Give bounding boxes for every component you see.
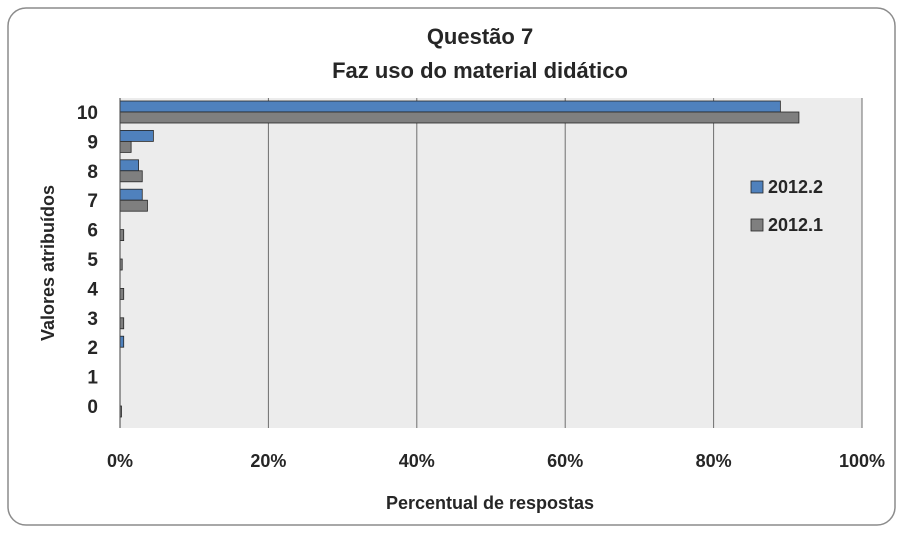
x-axis-label: Percentual de respostas [386,493,594,513]
legend-label-2012-2: 2012.2 [768,177,823,197]
legend-swatch-2012-2 [750,180,764,194]
y-tick-label-0: 0 [87,397,98,418]
x-tick-label-80: 80% [696,451,732,471]
y-tick-label-7: 7 [87,191,98,212]
bar-2012-1-cat-7 [119,199,148,212]
y-tick-label-6: 6 [87,221,98,242]
y-tick-labels: 0 1 2 3 4 5 6 7 8 9 10 [77,103,99,418]
x-tick-label-20: 20% [250,451,286,471]
y-tick-label-1: 1 [87,368,98,389]
x-tick-label-60: 60% [547,451,583,471]
bar-2012-1-cat-8 [119,170,143,183]
y-tick-label-5: 5 [87,250,98,271]
chart-title: Questão 7 [427,24,533,49]
plot-area [120,98,862,428]
y-tick-label-9: 9 [87,132,98,153]
chart-subtitle: Faz uso do material didático [332,58,628,83]
y-tick-label-4: 4 [87,279,98,300]
bar-2012-1-cat-9 [119,140,132,153]
bar-2012-1-cat-6 [119,229,125,242]
bar-2012-2-cat-2 [119,335,125,348]
legend-swatch-2012-1 [750,218,764,232]
y-tick-label-10: 10 [77,103,98,124]
x-tick-labels: 0% 20% 40% 60% 80% 100% [107,451,885,471]
bar-2012-1-cat-3 [119,317,125,330]
x-tick-label-100: 100% [839,451,885,471]
bar-2012-2-cat-8 [119,159,139,172]
legend-label-2012-1: 2012.1 [768,215,823,235]
x-tick-label-0: 0% [107,451,133,471]
y-axis-label: Valores atribuídos [38,185,58,341]
legend: 2012.2 2012.1 [750,177,823,235]
y-tick-label-3: 3 [87,309,98,330]
bar-2012-2-cat-9 [119,129,154,142]
bar-2012-2-cat-7 [119,188,143,201]
gridlines [267,98,863,428]
y-tick-label-8: 8 [87,162,98,183]
y-tick-label-2: 2 [87,338,98,359]
x-tick-label-40: 40% [399,451,435,471]
bar-2012-1-cat-4 [119,287,125,300]
bar-2012-2-cat-10 [119,100,781,113]
bar-2012-1-cat-10 [119,111,800,124]
